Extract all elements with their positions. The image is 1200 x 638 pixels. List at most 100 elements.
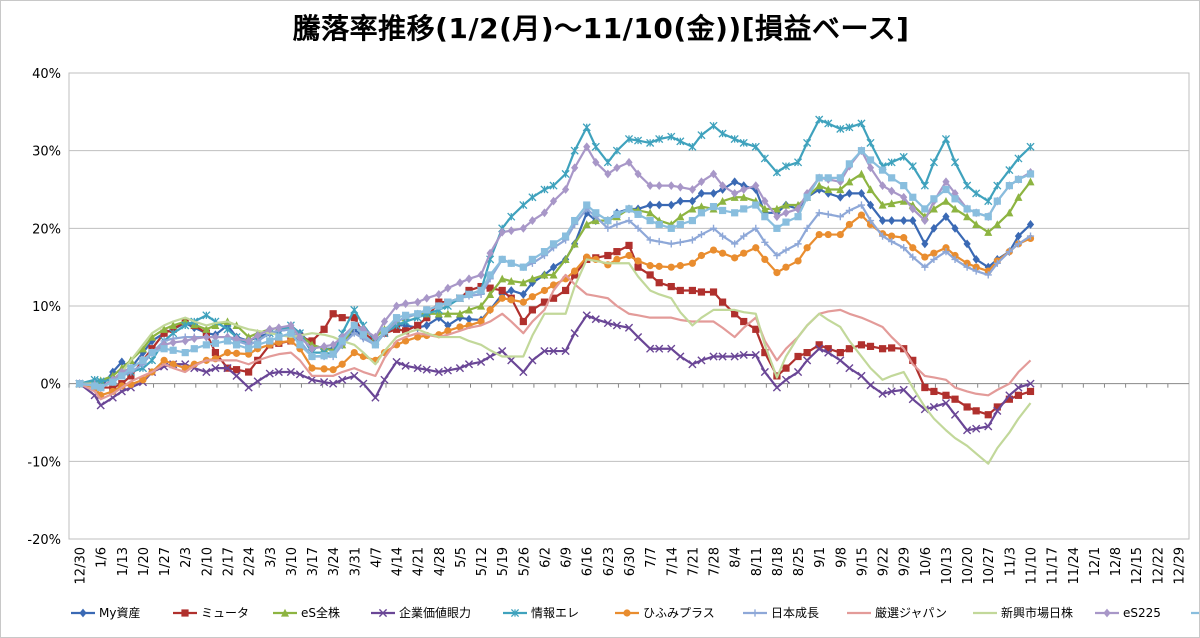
data-point — [320, 341, 328, 351]
x-tick-label: 2/3 — [179, 547, 194, 568]
x-tick-label: 1/27 — [158, 547, 173, 576]
data-point — [486, 352, 495, 361]
data-point — [1026, 387, 1035, 396]
data-point — [845, 177, 854, 186]
data-point — [676, 220, 684, 229]
data-point — [435, 302, 443, 310]
data-point — [667, 181, 675, 191]
data-point — [646, 208, 655, 217]
x-tick-label: 4/14 — [391, 547, 406, 576]
data-point — [528, 193, 537, 202]
legend-item: ミュータ — [173, 606, 249, 620]
data-point — [477, 286, 485, 295]
data-point — [591, 315, 600, 324]
data-point — [245, 368, 253, 376]
x-tick-label: 2/24 — [243, 547, 258, 576]
y-tick-label: 20% — [32, 222, 61, 237]
x-tick-label: 8/11 — [750, 547, 765, 576]
x-tick-label: 4/7 — [369, 547, 384, 568]
data-point — [688, 259, 696, 267]
data-point — [984, 411, 992, 419]
data-point — [761, 255, 769, 263]
data-point — [519, 200, 528, 210]
x-tick-label: 12/29 — [1172, 547, 1187, 584]
data-point — [815, 230, 823, 239]
data-point — [402, 311, 410, 319]
data-point — [350, 305, 359, 314]
data-point — [275, 333, 283, 341]
legend-item: 厳選ジャパン — [847, 606, 947, 620]
data-point — [655, 344, 664, 353]
data-point — [181, 336, 189, 346]
data-point — [752, 181, 760, 191]
data-point — [181, 349, 189, 357]
data-point — [984, 228, 993, 236]
data-point — [1005, 391, 1014, 400]
data-point — [160, 345, 168, 353]
data-point — [963, 181, 972, 190]
x-tick-label: 3/24 — [327, 547, 342, 576]
series-7 — [79, 273, 1032, 401]
data-point — [244, 383, 253, 392]
data-point — [655, 134, 664, 144]
data-point — [528, 216, 536, 225]
data-point — [308, 364, 316, 372]
data-point — [624, 323, 634, 332]
data-point — [540, 270, 549, 279]
data-point — [930, 195, 938, 203]
data-point — [794, 213, 802, 221]
data-point — [281, 608, 289, 617]
data-point — [793, 367, 803, 377]
data-point — [1014, 391, 1023, 399]
data-point — [845, 364, 854, 373]
data-point — [570, 146, 579, 155]
data-point — [709, 352, 718, 361]
x-tick-label: 1/13 — [116, 547, 131, 576]
data-point — [414, 321, 422, 330]
data-point — [731, 188, 739, 198]
data-point — [909, 244, 917, 252]
data-point — [402, 299, 410, 309]
data-point — [604, 169, 612, 179]
data-point — [993, 403, 1001, 411]
data-point — [498, 274, 507, 283]
data-point — [549, 196, 558, 206]
data-point — [613, 163, 621, 173]
x-tick-label: 2/17 — [221, 547, 236, 576]
data-point — [984, 422, 993, 431]
x-tick-label: 9/29 — [898, 547, 913, 576]
data-point — [465, 314, 473, 324]
data-point — [359, 324, 367, 334]
data-point — [486, 290, 495, 298]
data-point — [392, 325, 401, 333]
data-point — [782, 218, 790, 226]
data-point — [951, 255, 959, 263]
data-point — [688, 360, 697, 369]
data-point — [857, 211, 866, 219]
data-point — [646, 138, 655, 147]
data-point — [984, 271, 992, 279]
x-tick-label: 11/24 — [1067, 547, 1082, 584]
data-point — [486, 284, 494, 292]
data-point — [402, 327, 410, 335]
data-point — [1026, 177, 1035, 186]
data-point — [423, 306, 431, 314]
data-point — [392, 314, 401, 322]
data-point — [486, 306, 494, 314]
data-point — [359, 331, 367, 339]
data-point — [688, 236, 696, 244]
data-point — [371, 393, 380, 402]
data-point — [1005, 395, 1013, 403]
x-tick-label: 5/26 — [517, 547, 532, 576]
data-point — [604, 216, 612, 225]
y-tick-label: 30% — [32, 145, 61, 160]
data-point — [613, 210, 621, 218]
data-point — [697, 177, 706, 187]
data-point — [646, 200, 654, 210]
x-tick-label: 11/10 — [1025, 547, 1040, 584]
data-point — [794, 257, 802, 265]
data-point — [878, 166, 887, 174]
data-point — [148, 349, 156, 357]
data-point — [456, 278, 464, 288]
